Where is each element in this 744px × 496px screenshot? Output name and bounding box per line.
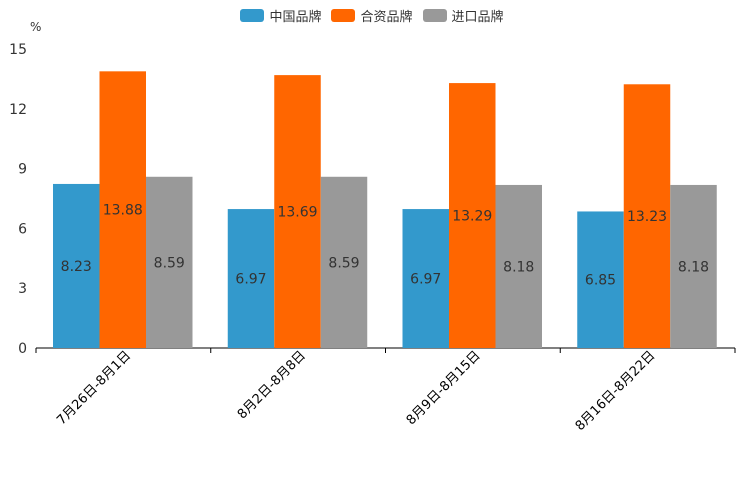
bar <box>577 211 624 348</box>
x-tick-label: 8月16日-8月22日 <box>573 348 659 434</box>
legend-label: 中国品牌 <box>269 10 322 25</box>
bar <box>99 71 146 349</box>
data-label: 8.18 <box>678 259 709 275</box>
y-tick-label: 12 <box>9 102 27 118</box>
legend: 中国品牌 合资品牌 进口品牌 <box>0 6 744 25</box>
data-label: 8.23 <box>61 259 92 275</box>
bar <box>227 209 275 348</box>
legend-label: 合资品牌 <box>360 10 413 25</box>
bar <box>53 183 100 348</box>
bar <box>146 176 193 348</box>
data-label: 6.97 <box>235 272 266 288</box>
legend-item-china-brand[interactable]: 中国品牌 <box>240 6 321 25</box>
y-tick-label: 15 <box>9 42 27 58</box>
legend-swatch <box>422 9 447 22</box>
data-label: 13.88 <box>103 203 143 219</box>
y-tick-label: 6 <box>18 221 27 237</box>
data-label: 13.23 <box>627 209 667 225</box>
bar <box>402 209 449 348</box>
data-label: 8.59 <box>154 255 185 271</box>
legend-label: 进口品牌 <box>451 10 504 25</box>
x-tick-label: 8月2日-8月8日 <box>235 348 309 422</box>
data-label: 8.59 <box>328 255 359 271</box>
legend-swatch <box>240 9 265 22</box>
data-label: 13.69 <box>277 205 317 221</box>
data-label: 6.85 <box>585 273 616 289</box>
data-label: 13.29 <box>452 209 492 225</box>
y-axis-unit: % <box>30 20 42 34</box>
x-tick-label: 8月9日-8月15日 <box>404 348 484 428</box>
bar <box>274 75 321 348</box>
bar <box>449 83 496 348</box>
bar <box>320 176 368 348</box>
y-tick-label: 3 <box>18 281 27 297</box>
y-tick-label: 9 <box>18 162 27 178</box>
legend-swatch <box>331 9 356 22</box>
data-label: 6.97 <box>410 272 441 288</box>
legend-item-joint-venture-brand[interactable]: 合资品牌 <box>331 6 413 25</box>
legend-item-import-brand[interactable]: 进口品牌 <box>422 6 504 25</box>
data-label: 8.18 <box>503 259 534 275</box>
bar <box>670 184 717 348</box>
x-tick-label: 7月26日-8月1日 <box>54 348 134 428</box>
bar <box>623 84 671 349</box>
y-tick-label: 0 <box>18 341 27 357</box>
bar <box>495 184 542 348</box>
